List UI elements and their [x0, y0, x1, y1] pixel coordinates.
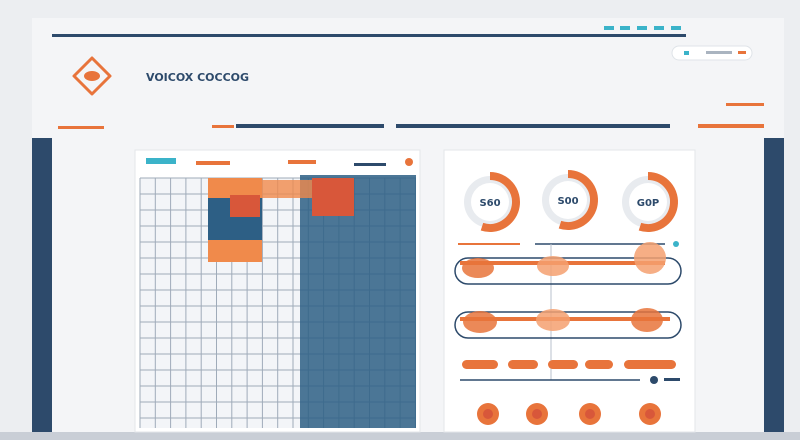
gauge-label: S00 — [557, 196, 578, 207]
app-title: VOICOX COCCOG — [146, 71, 249, 84]
gauge-arc — [558, 170, 598, 230]
table-toolbar — [146, 158, 413, 166]
gauge-label: S60 — [479, 198, 500, 209]
left-rail — [32, 138, 52, 432]
search-accent — [738, 51, 746, 54]
gauges: S60 S00 G0P — [464, 170, 678, 232]
window-controls — [604, 26, 681, 30]
search-line — [706, 51, 732, 54]
highlight-blocks — [208, 175, 416, 428]
gauge-inner — [629, 183, 667, 221]
action-buttons[interactable] — [477, 403, 661, 425]
gauge-arc — [638, 172, 678, 232]
gauge-label: G0P — [637, 198, 660, 209]
gauge-inner — [549, 181, 587, 219]
gauge-arc — [480, 172, 520, 232]
gauge-inner — [471, 183, 509, 221]
nav-bar — [58, 103, 764, 129]
pills[interactable] — [460, 360, 680, 384]
bottom-bar — [0, 432, 800, 440]
logo[interactable] — [72, 56, 112, 96]
sliders[interactable] — [454, 241, 682, 380]
top-rule — [52, 34, 686, 37]
search-dot — [684, 51, 689, 55]
right-rail — [764, 138, 784, 432]
